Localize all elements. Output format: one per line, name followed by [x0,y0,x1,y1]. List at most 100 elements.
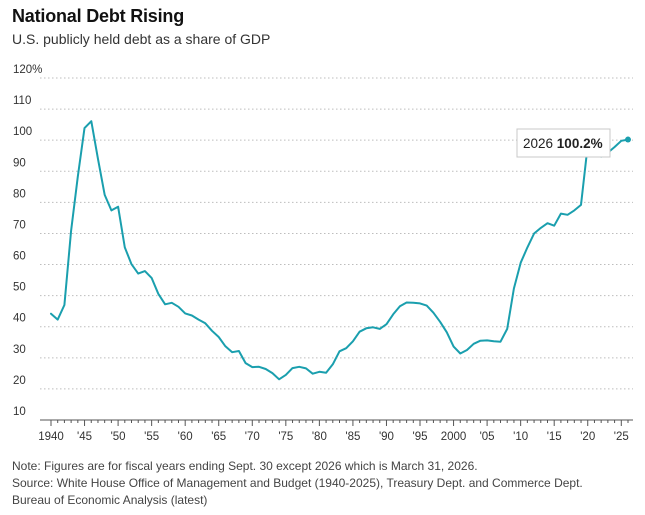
x-tick-label: '60 [178,431,193,443]
data-point [463,346,471,354]
source-line: Source: White House Office of Management… [12,476,583,490]
data-point [322,369,330,377]
y-tick-label: 80 [13,188,26,200]
data-point [429,309,437,317]
x-tick-label: '80 [312,431,327,443]
y-tick-label: 70 [13,219,26,231]
data-point [148,274,156,282]
data-point [228,348,236,356]
data-point [87,117,95,125]
data-point [161,300,169,308]
data-point [436,318,444,326]
data-point [174,303,182,311]
data-point [396,302,404,310]
x-axis: 1940 '45 '50 '55 '60 '65 '70 '75 '80 '85 '90 '95 200… [38,419,633,443]
y-tick-label: 30 [13,344,26,356]
data-point [570,206,578,214]
x-tick-label: '20 [580,431,595,443]
data-point [523,243,531,251]
data-point [423,302,431,310]
data-point [309,370,317,378]
data-point [557,210,565,218]
data-point [74,173,82,181]
data-point [67,227,75,235]
data-point [208,327,216,335]
y-tick-label: 40 [13,313,26,325]
x-tick-label: '95 [413,431,428,443]
x-tick-label: '85 [345,431,360,443]
data-point [537,224,545,232]
data-point [221,342,229,350]
x-tick-label: 1940 [38,431,64,443]
data-point [154,290,162,298]
note-line: Note: Figures are for fiscal years endin… [12,459,478,473]
data-point [114,203,122,211]
x-tick-label: '50 [111,431,126,443]
data-point [369,323,377,331]
data-point [611,143,619,151]
data-point [443,328,451,336]
annotation-box [516,128,611,158]
x-tick-label: '55 [144,431,159,443]
x-tick-label: 2000 [441,431,467,443]
series-line [50,120,629,381]
data-point [329,360,337,368]
data-point [497,338,505,346]
y-axis-tick-labels: 10 20 30 40 50 60 70 80 90 100 110 120% [13,64,42,418]
data-point [295,363,303,371]
gridlines [40,77,633,390]
data-point [503,325,511,333]
x-tick-label: '25 [614,431,629,443]
data-point [47,310,55,318]
data-point [282,371,290,379]
data-point [141,267,149,275]
data-point [101,191,109,199]
data-point [235,347,243,355]
data-point [289,364,297,372]
data-point [275,375,283,383]
data-point [188,312,196,320]
data-point [577,201,585,209]
x-tick-label: '05 [480,431,495,443]
data-point [483,336,491,344]
data-point [342,344,350,352]
x-tick-label: '70 [245,431,260,443]
data-point [530,229,538,237]
y-tick-label: 10 [13,406,26,418]
annotation-value: 100.2% [557,136,603,151]
data-point [60,301,68,309]
data-point [510,284,518,292]
x-tick-label: '75 [278,431,293,443]
data-point [121,243,129,251]
y-tick-label: 90 [13,157,26,169]
data-point [128,260,136,268]
chart-notes: Note: Figures are for fiscal years endin… [12,458,583,509]
annotation-label: 2026 100.2% [523,136,603,151]
data-point [195,316,203,324]
data-point [450,343,458,351]
data-point [201,319,209,327]
x-tick-label: '90 [379,431,394,443]
data-point [81,124,89,132]
endpoint-marker [625,136,631,143]
source-line-continued: Bureau of Economic Analysis (latest) [12,493,208,507]
data-point [268,369,276,377]
chart-subtitle: U.S. publicly held debt as a share of GD… [12,31,271,47]
data-point [362,324,370,332]
x-tick-label: '15 [547,431,562,443]
data-point [94,155,102,163]
data-point [382,320,390,328]
data-point [315,368,323,376]
x-tick-label: '65 [211,431,226,443]
y-tick-label: 100 [13,126,32,138]
line-chart: 10 20 30 40 50 60 70 80 90 100 110 120% 1940 '45 '50 '… [13,64,633,443]
data-point [168,299,176,307]
annotation-group: 2026 100.2% [516,128,631,158]
x-tick-label: '10 [513,431,528,443]
data-point [215,333,223,341]
x-tick-label: '45 [77,431,92,443]
data-point [550,222,558,230]
data-point [617,137,625,145]
series-group [47,117,629,383]
data-point [107,206,115,214]
